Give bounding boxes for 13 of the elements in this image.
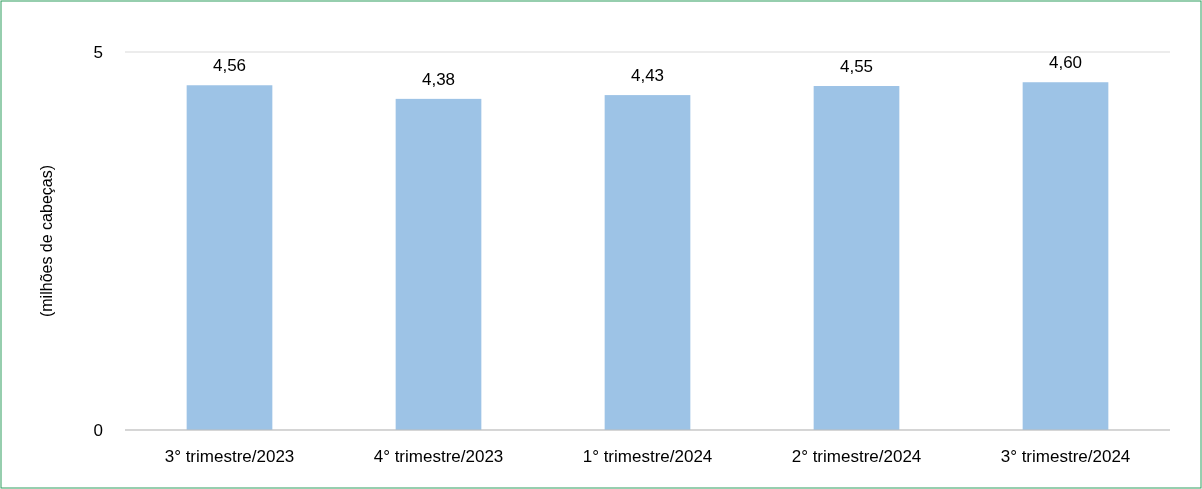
data-label: 4,56	[212, 56, 247, 76]
x-tick-label: 3° trimestre/2024	[1000, 447, 1131, 466]
x-tick-label: 1° trimestre/2024	[582, 447, 713, 466]
data-label: 4,55	[839, 57, 874, 77]
x-tick-label: 4° trimestre/2023	[373, 447, 504, 466]
data-label: 4,60	[1048, 53, 1083, 73]
y-tick-label: 5	[93, 42, 103, 62]
data-label: 4,38	[421, 69, 456, 89]
data-label: 4,43	[630, 66, 665, 86]
x-tick-label: 3° trimestre/2023	[164, 447, 295, 466]
y-tick-label: 0	[93, 420, 103, 440]
y-axis-title: (milhões de cabeças)	[38, 164, 55, 318]
x-tick-label: 2° trimestre/2024	[791, 447, 922, 466]
